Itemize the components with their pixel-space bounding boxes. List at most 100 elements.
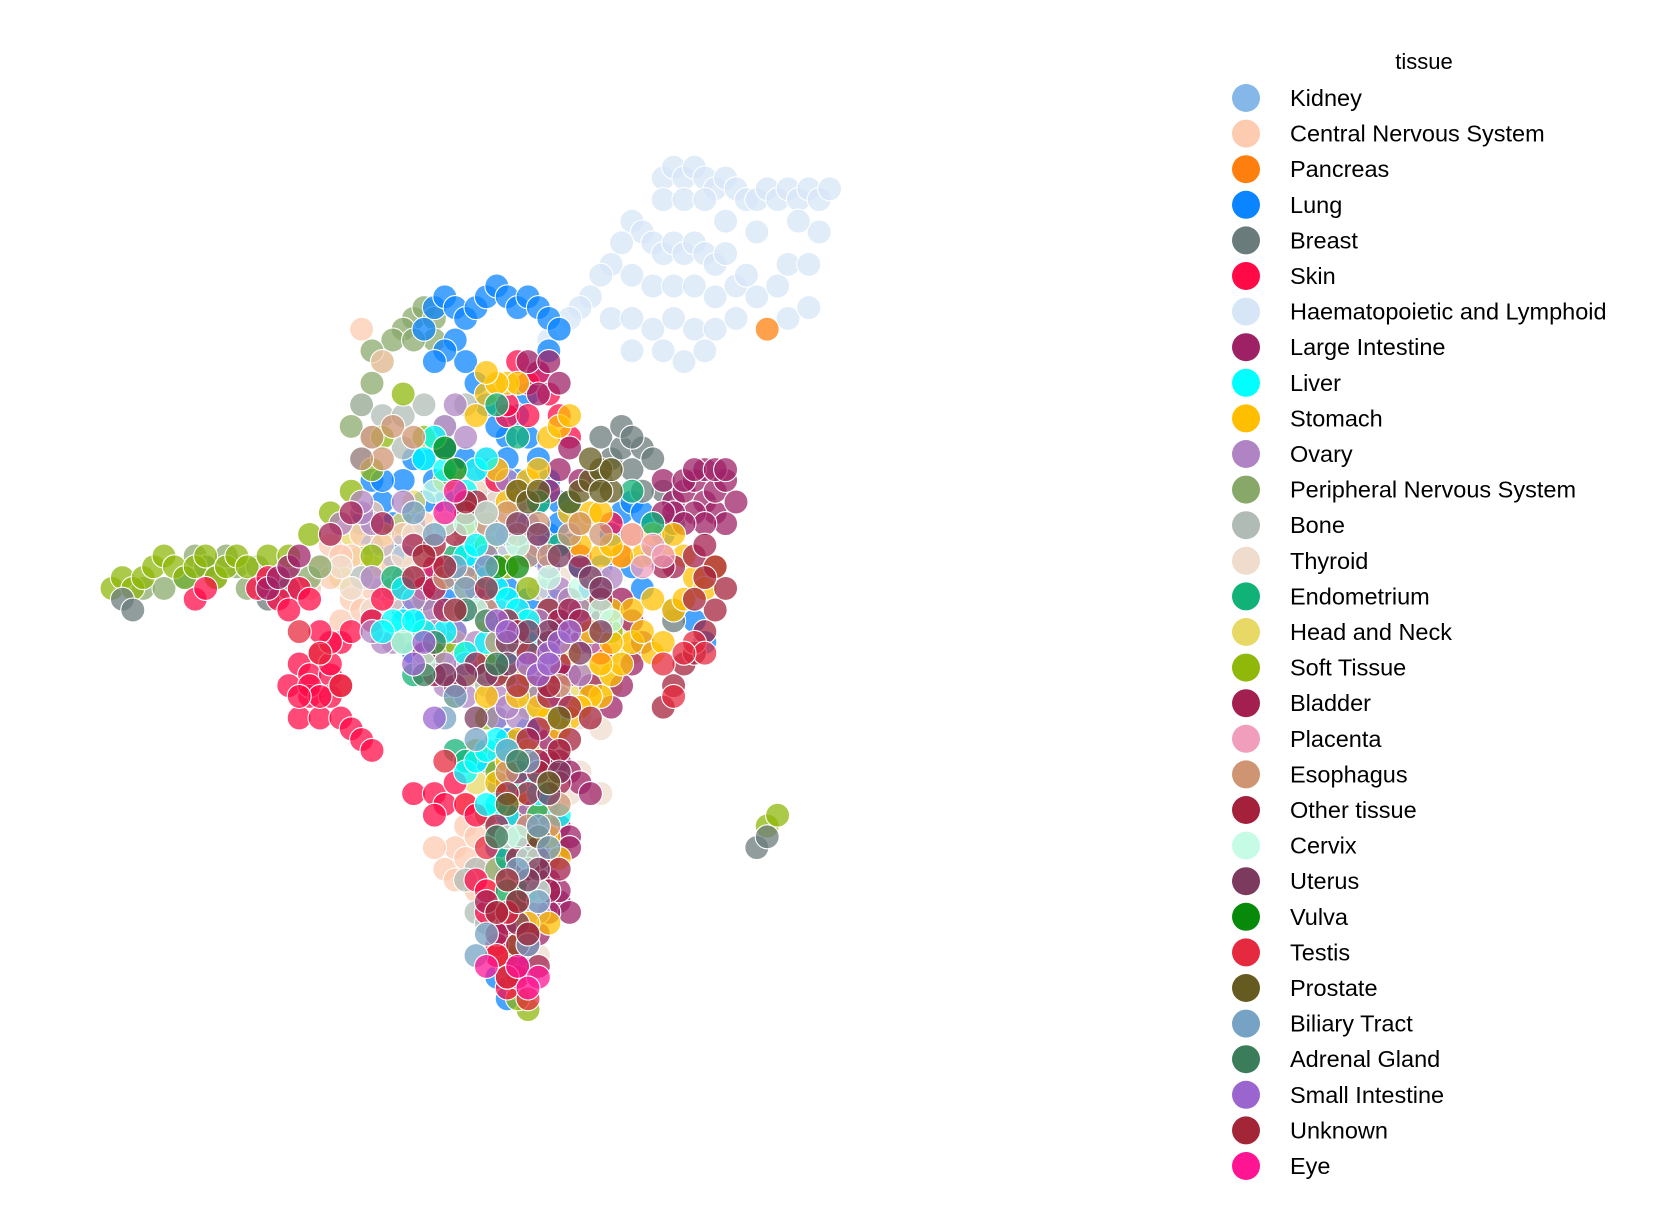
scatter-point-testis <box>286 619 312 645</box>
legend-marker-placenta <box>1232 724 1260 753</box>
legend-item-head-and-neck: Head and Neck <box>1232 618 1452 646</box>
scatter-point-haematopoietic-and-lymphoid <box>619 305 645 331</box>
scatter-point-liver <box>473 446 499 472</box>
scatter-point-biliary-tract <box>421 521 447 547</box>
scatter-point-liver <box>401 608 427 634</box>
scatter-point-soft-tissue <box>359 543 385 569</box>
legend-label-head-and-neck: Head and Neck <box>1290 619 1452 645</box>
scatter-point-small-intestine <box>557 619 583 645</box>
scatter-point-prostate <box>588 478 614 504</box>
scatter-point-breast <box>619 424 645 450</box>
scatter-point-endometrium <box>640 511 666 537</box>
legend-marker-small-intestine <box>1232 1080 1260 1109</box>
legend-marker-testis <box>1232 938 1260 967</box>
scatter-point-uterus <box>546 543 572 569</box>
scatter-point-haematopoietic-and-lymphoid <box>744 284 770 310</box>
scatter-point-skin <box>359 737 385 763</box>
scatter-point-skin <box>286 683 312 709</box>
scatter-point-bladder <box>369 511 395 537</box>
legend-label-esophagus: Esophagus <box>1290 761 1408 787</box>
scatter-point-large-intestine <box>546 370 572 396</box>
scatter-point-unknown <box>442 597 468 623</box>
legend-item-bladder: Bladder <box>1232 689 1371 718</box>
scatter-point-bladder <box>338 500 364 526</box>
scatter-point-liver <box>369 619 395 645</box>
scatter-point-lung <box>411 316 437 342</box>
scatter-point-vulva <box>432 435 458 461</box>
legend-item-thyroid: Thyroid <box>1232 546 1368 575</box>
scatter-point-esophagus <box>359 424 385 450</box>
legend-label-thyroid: Thyroid <box>1290 548 1368 574</box>
scatter-point-haematopoietic-and-lymphoid <box>702 316 728 342</box>
legend-item-vulva: Vulva <box>1232 902 1349 931</box>
scatter-point-bone <box>349 392 375 418</box>
scatter-point-biliary-tract <box>442 683 468 709</box>
legend-item-uterus: Uterus <box>1232 867 1359 896</box>
scatter-point-haematopoietic-and-lymphoid <box>744 219 770 245</box>
scatter-point-bladder <box>515 727 541 753</box>
scatter-point-biliary-tract <box>484 521 510 547</box>
scatter-point-cervix <box>453 511 479 537</box>
scatter-point-prostate <box>577 446 603 472</box>
legend-items: Kidney Central Nervous System Pancreas Lung… <box>1232 84 1607 1180</box>
legend-marker-other-tissue <box>1232 796 1260 824</box>
scatter-point-soft-tissue <box>234 554 260 580</box>
legend-marker-adrenal-gland <box>1232 1045 1260 1074</box>
scatter-point-cervix <box>473 500 499 526</box>
legend-label-breast: Breast <box>1290 227 1358 253</box>
legend-label-placenta: Placenta <box>1290 726 1382 752</box>
legend-item-soft-tissue: Soft Tissue <box>1232 653 1406 682</box>
legend-item-bone: Bone <box>1232 511 1345 540</box>
legend-marker-cervix <box>1232 831 1260 860</box>
scatter-point-haematopoietic-and-lymphoid <box>713 208 739 234</box>
scatter-point-prostate <box>525 478 551 504</box>
scatter-point-liver <box>411 446 437 472</box>
legend-marker-soft-tissue <box>1232 653 1260 682</box>
scatter-point-large-intestine <box>525 381 551 407</box>
scatter-point-haematopoietic-and-lymphoid <box>619 338 645 364</box>
scatter-point-haematopoietic-and-lymphoid <box>796 251 822 277</box>
scatter-point-haematopoietic-and-lymphoid <box>785 208 811 234</box>
scatter-point-breast <box>640 446 666 472</box>
legend-item-haematopoietic-and-lymphoid: Haematopoietic and Lymphoid <box>1232 297 1607 326</box>
scatter-point-stomach <box>619 597 645 623</box>
legend-item-other-tissue: Other tissue <box>1232 796 1417 824</box>
legend-label-large-intestine: Large Intestine <box>1290 334 1445 360</box>
legend-label-small-intestine: Small Intestine <box>1290 1082 1444 1108</box>
scatter-point-biliary-tract <box>473 554 499 580</box>
legend-item-small-intestine: Small Intestine <box>1232 1080 1444 1109</box>
legend-item-central-nervous-system: Central Nervous System <box>1232 119 1545 148</box>
scatter-point-haematopoietic-and-lymphoid <box>733 262 759 288</box>
legend-marker-biliary-tract <box>1232 1009 1260 1038</box>
scatter-point-uterus <box>588 619 614 645</box>
scatter-point-ovary <box>567 662 593 688</box>
scatter-point-eye <box>442 478 468 504</box>
legend-label-lung: Lung <box>1290 192 1342 218</box>
scatter-point-large-intestine <box>723 489 749 515</box>
scatter-point-central-nervous-system <box>349 316 375 342</box>
scatter-point-peripheral-nervous-system <box>151 575 177 601</box>
scatter-point-testis <box>432 748 458 774</box>
legend-marker-thyroid <box>1232 546 1260 575</box>
scatter-point-unknown <box>505 889 531 915</box>
scatter-point-small-intestine <box>494 619 520 645</box>
scatter-point-soft-tissue <box>193 543 219 569</box>
scatter-point-stomach <box>557 403 583 429</box>
scatter-point-skin <box>515 403 541 429</box>
legend-item-pancreas: Pancreas <box>1232 155 1389 184</box>
scatter-point-other-tissue <box>546 737 572 763</box>
scatter-point-testis <box>307 640 333 666</box>
legend-label-soft-tissue: Soft Tissue <box>1290 655 1406 681</box>
scatter-point-bladder <box>317 521 343 547</box>
scatter-point-esophagus <box>588 521 614 547</box>
scatter-point-unknown <box>515 921 541 947</box>
legend-item-ovary: Ovary <box>1232 440 1353 468</box>
scatter-point-unknown <box>494 867 520 893</box>
scatter-point-small-intestine <box>421 705 447 731</box>
scatter-point-breast <box>588 424 614 450</box>
scatter-point-large-intestine <box>536 349 562 375</box>
legend-marker-central-nervous-system <box>1232 119 1260 148</box>
scatter-point-haematopoietic-and-lymphoid <box>723 305 749 331</box>
scatter-point-central-nervous-system <box>369 349 395 375</box>
